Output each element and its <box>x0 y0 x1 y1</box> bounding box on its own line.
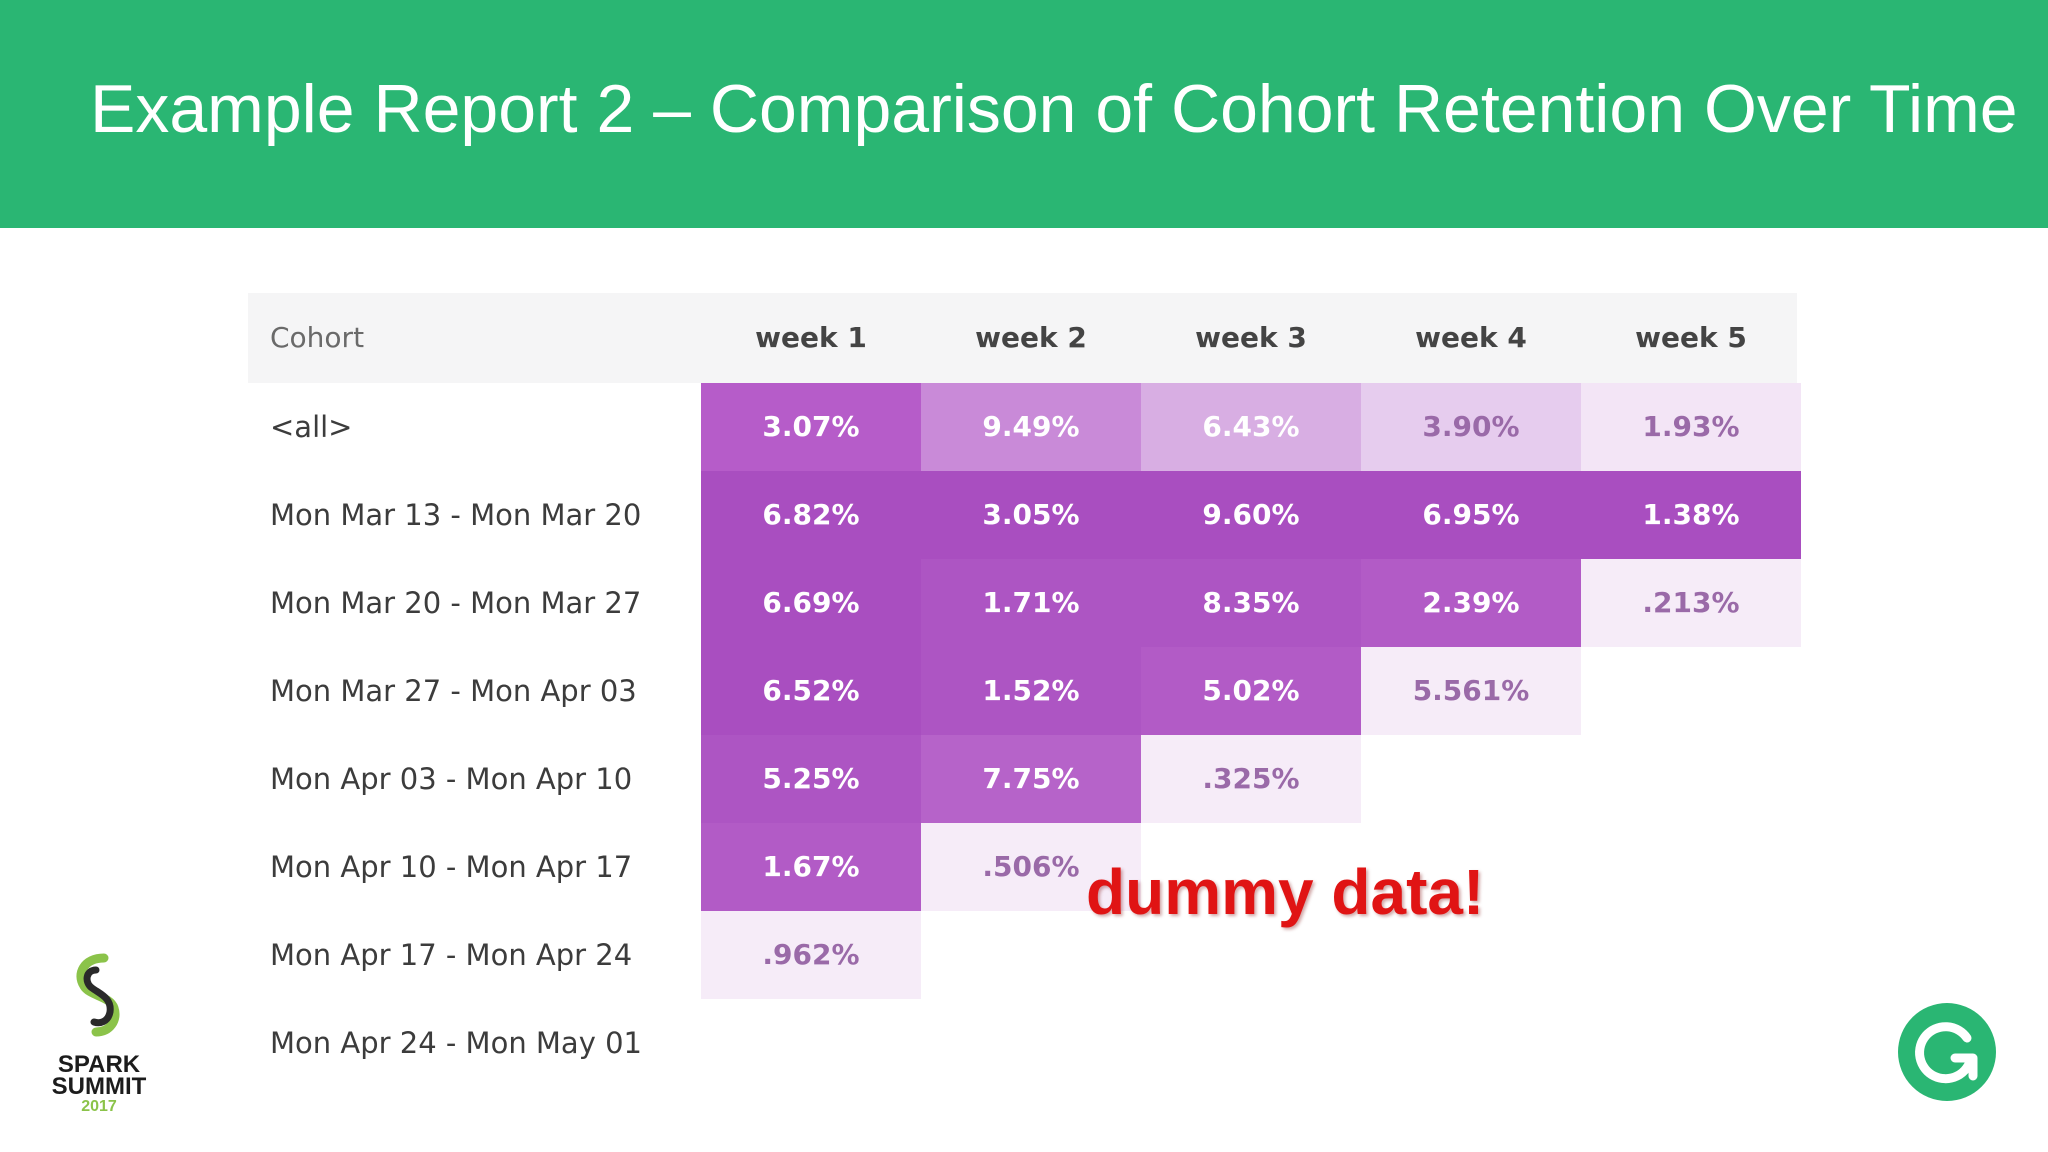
retention-cell-week-3: 6.43% <box>1141 383 1361 471</box>
retention-cell-week-5: 1.38% <box>1581 471 1801 559</box>
cohort-label: Mon Mar 13 - Mon Mar 20 <box>270 498 642 532</box>
spark-word: SPARK <box>57 1051 141 1078</box>
header-week-3: week 3 <box>1195 321 1307 354</box>
retention-cell-week-1: 6.69% <box>701 559 921 647</box>
retention-cell-week-3: .325% <box>1141 735 1361 823</box>
retention-cell-week-4: 2.39% <box>1361 559 1581 647</box>
retention-cell-week-2: 9.49% <box>921 383 1141 471</box>
retention-cell-week-2: 3.05% <box>921 471 1141 559</box>
cohort-label: Mon Apr 03 - Mon Apr 10 <box>270 762 633 796</box>
table-header-row: Cohort week 1 week 2 week 3 week 4 week … <box>248 293 1797 383</box>
table-row: <all> 3.07% 9.49% 6.43% 3.90% 1.93% <box>248 383 1801 471</box>
table-row: Mon Apr 17 - Mon Apr 24 .962% <box>248 911 1797 999</box>
spark-summit-icon <box>76 953 120 1037</box>
retention-cell-week-5: .213% <box>1581 559 1801 647</box>
header-week-2: week 2 <box>975 321 1087 354</box>
retention-cell-week-4: 5.561% <box>1361 647 1581 735</box>
retention-cell-week-2: 1.52% <box>921 647 1141 735</box>
retention-cell-week-1: 3.07% <box>701 383 921 471</box>
header-week-4: week 4 <box>1415 321 1527 354</box>
retention-cell-week-1: 6.52% <box>701 647 921 735</box>
header-cohort: Cohort <box>270 321 365 354</box>
header-week-1: week 1 <box>755 321 867 354</box>
table-row: Mon Mar 27 - Mon Apr 03 6.52% 1.52% 5.02% 5.… <box>248 647 1797 735</box>
retention-cell-week-5: 1.93% <box>1581 383 1801 471</box>
retention-cell-week-1: 1.67% <box>701 823 921 911</box>
retention-cell-week-4: 6.95% <box>1361 471 1581 559</box>
cohort-retention-table: Cohort week 1 week 2 week 3 week 4 week … <box>248 293 1801 1060</box>
table-row: Mon Apr 10 - Mon Apr 17 1.67% .506% <box>248 823 1797 911</box>
retention-cell-week-3: 8.35% <box>1141 559 1361 647</box>
cohort-label: Mon Apr 24 - Mon May 01 <box>270 1026 642 1060</box>
retention-cell-week-3: 9.60% <box>1141 471 1361 559</box>
retention-cell-week-1: 5.25% <box>701 735 921 823</box>
slide-title: Example Report 2 – Comparison of Cohort … <box>90 71 2018 147</box>
dummy-data-annotation: dummy data! <box>1086 856 1485 928</box>
retention-cell-week-2: 1.71% <box>921 559 1141 647</box>
grammarly-g-icon <box>1898 1003 1996 1101</box>
table-row: Mon Apr 24 - Mon May 01 <box>248 999 1797 1087</box>
table-row: Mon Mar 13 - Mon Mar 20 6.82% 3.05% 9.60% 6.… <box>248 471 1801 559</box>
header-week-5: week 5 <box>1635 321 1747 354</box>
spark-year: 2017 <box>81 1098 117 1115</box>
retention-cell-week-1: 6.82% <box>701 471 921 559</box>
cohort-label: Mon Apr 10 - Mon Apr 17 <box>270 850 633 884</box>
retention-cell-week-4: 3.90% <box>1361 383 1581 471</box>
table-row: Mon Apr 03 - Mon Apr 10 5.25% 7.75% .325% <box>248 735 1797 823</box>
slide-header: Example Report 2 – Comparison of Cohort … <box>0 0 2048 228</box>
summit-word: SUMMIT <box>51 1073 147 1100</box>
cohort-label: Mon Mar 27 - Mon Apr 03 <box>270 674 637 708</box>
retention-cell-week-1: .962% <box>701 911 921 999</box>
cohort-label: <all> <box>270 410 353 444</box>
retention-cell-week-2: 7.75% <box>921 735 1141 823</box>
cohort-label: Mon Apr 17 - Mon Apr 24 <box>270 938 633 972</box>
retention-cell-week-2: .506% <box>921 823 1141 911</box>
cohort-label: Mon Mar 20 - Mon Mar 27 <box>270 586 642 620</box>
retention-cell-week-3: 5.02% <box>1141 647 1361 735</box>
table-row: Mon Mar 20 - Mon Mar 27 6.69% 1.71% 8.35% 2.… <box>248 559 1801 647</box>
